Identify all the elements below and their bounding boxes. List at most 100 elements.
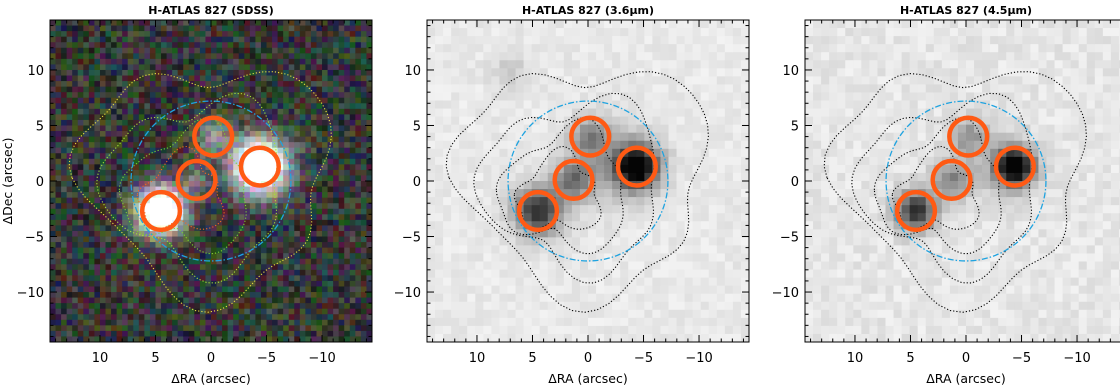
image-pixel bbox=[211, 103, 218, 110]
image-pixel bbox=[105, 36, 112, 43]
image-pixel bbox=[122, 147, 129, 154]
image-pixel bbox=[491, 28, 501, 37]
image-pixel bbox=[327, 208, 334, 215]
image-pixel bbox=[99, 192, 107, 199]
image-pixel bbox=[260, 131, 268, 138]
image-pixel bbox=[233, 36, 240, 43]
image-pixel bbox=[708, 325, 718, 335]
image-pixel bbox=[507, 181, 517, 190]
image-pixel bbox=[216, 219, 223, 227]
image-pixel bbox=[644, 245, 653, 255]
image-pixel bbox=[338, 253, 345, 260]
image-pixel bbox=[294, 236, 301, 243]
image-pixel bbox=[211, 92, 218, 99]
image-pixel bbox=[435, 309, 444, 319]
image-pixel bbox=[360, 86, 368, 93]
image-pixel bbox=[355, 286, 362, 293]
image-pixel bbox=[507, 221, 517, 230]
image-pixel bbox=[99, 64, 107, 71]
image-pixel bbox=[322, 47, 329, 54]
image-pixel bbox=[338, 330, 345, 338]
image-pixel bbox=[61, 303, 68, 310]
image-pixel bbox=[305, 230, 312, 238]
image-pixel bbox=[322, 142, 329, 149]
image-pixel bbox=[199, 47, 207, 54]
image-pixel bbox=[499, 309, 509, 319]
image-pixel bbox=[547, 285, 557, 295]
image-pixel bbox=[692, 309, 702, 319]
image-pixel bbox=[316, 236, 323, 243]
image-pixel bbox=[684, 28, 694, 37]
image-pixel bbox=[483, 92, 492, 102]
image-pixel bbox=[366, 136, 372, 143]
image-pixel bbox=[288, 136, 295, 143]
image-pixel bbox=[233, 297, 240, 304]
image-pixel bbox=[244, 253, 251, 260]
image-pixel bbox=[155, 169, 162, 177]
image-pixel bbox=[149, 69, 157, 77]
image-pixel bbox=[149, 86, 157, 93]
image-pixel bbox=[61, 325, 68, 332]
image-pixel bbox=[238, 280, 245, 288]
image-pixel bbox=[588, 269, 597, 279]
image-pixel bbox=[166, 247, 173, 254]
image-pixel bbox=[310, 242, 318, 249]
image-pixel bbox=[172, 325, 179, 332]
image-pixel bbox=[166, 242, 173, 249]
image-pixel bbox=[349, 230, 356, 238]
image-pixel bbox=[183, 153, 190, 160]
image-pixel bbox=[172, 308, 179, 315]
image-pixel bbox=[161, 247, 168, 254]
image-pixel bbox=[244, 319, 251, 326]
image-pixel bbox=[249, 169, 257, 177]
image-pixel bbox=[294, 314, 301, 321]
panel-title: H-ATLAS 827 (SDSS) bbox=[148, 4, 273, 17]
image-pixel bbox=[244, 69, 251, 77]
image-pixel bbox=[177, 119, 184, 127]
image-pixel bbox=[660, 189, 670, 198]
image-pixel bbox=[660, 333, 670, 342]
image-pixel bbox=[238, 92, 245, 99]
image-pixel bbox=[111, 131, 118, 138]
image-pixel bbox=[183, 36, 190, 43]
image-pixel bbox=[355, 253, 362, 260]
image-pixel bbox=[338, 269, 345, 276]
image-pixel bbox=[249, 69, 257, 77]
image-pixel bbox=[692, 76, 702, 85]
image-pixel bbox=[255, 308, 262, 315]
image-pixel bbox=[105, 75, 112, 82]
image-pixel bbox=[138, 125, 145, 132]
image-pixel bbox=[620, 28, 629, 37]
image-pixel bbox=[222, 153, 229, 160]
image-pixel bbox=[305, 236, 312, 243]
image-pixel bbox=[188, 219, 195, 227]
image-pixel bbox=[604, 84, 613, 94]
image-pixel bbox=[636, 285, 645, 295]
image-pixel bbox=[588, 277, 597, 287]
image-pixel bbox=[111, 81, 118, 88]
image-pixel bbox=[161, 336, 168, 342]
image-pixel bbox=[194, 192, 201, 199]
image-pixel bbox=[539, 124, 549, 134]
image-pixel bbox=[716, 261, 726, 271]
image-pixel bbox=[604, 245, 613, 255]
image-pixel bbox=[451, 164, 460, 174]
image-pixel bbox=[555, 132, 565, 142]
image-pixel bbox=[255, 58, 262, 66]
image-pixel bbox=[288, 20, 295, 27]
image-pixel bbox=[620, 116, 629, 126]
image-pixel bbox=[294, 192, 301, 199]
image-pixel bbox=[77, 75, 84, 82]
image-pixel bbox=[249, 269, 257, 276]
image-pixel bbox=[227, 330, 234, 338]
image-pixel bbox=[338, 264, 345, 271]
image-pixel bbox=[676, 237, 686, 246]
image-pixel bbox=[523, 309, 533, 319]
image-pixel bbox=[620, 68, 629, 77]
image-pixel bbox=[435, 68, 444, 77]
image-pixel bbox=[322, 181, 329, 188]
image-pixel bbox=[327, 114, 334, 121]
image-pixel bbox=[99, 214, 107, 221]
image-pixel bbox=[249, 103, 257, 110]
image-pixel bbox=[483, 205, 492, 214]
